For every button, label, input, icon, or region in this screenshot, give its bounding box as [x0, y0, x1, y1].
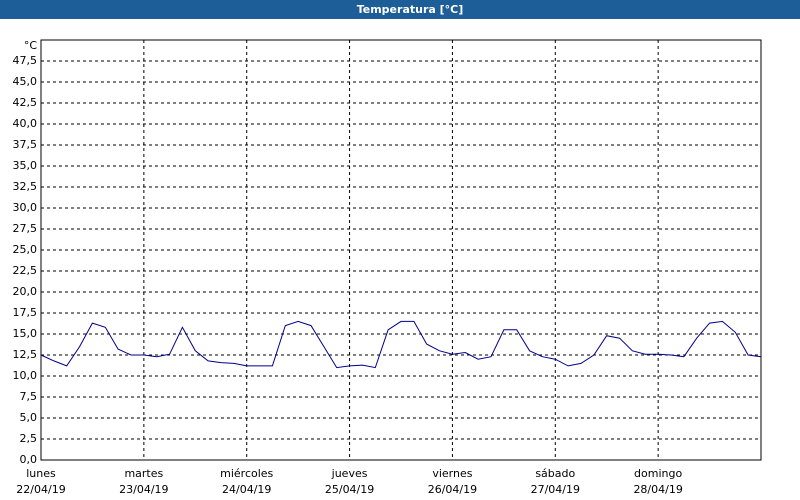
- x-tick-label: domingo: [634, 467, 682, 480]
- y-tick-label: 15,0: [13, 327, 38, 340]
- x-tick-label: sábado: [535, 467, 575, 480]
- y-tick-label: 20,0: [13, 285, 38, 298]
- plot-frame: [40, 39, 762, 461]
- x-tick-label: 26/04/19: [428, 483, 477, 496]
- x-tick-label: miércoles: [220, 467, 273, 480]
- y-tick-label: 10,0: [13, 369, 38, 382]
- y-tick-label: 40,0: [13, 117, 38, 130]
- y-unit: °C: [24, 39, 38, 52]
- x-tick-label: 22/04/19: [16, 483, 65, 496]
- x-tick-label: viernes: [432, 467, 472, 480]
- x-tick-label: lunes: [26, 467, 56, 480]
- y-tick-label: 35,0: [13, 159, 38, 172]
- x-tick-label: martes: [124, 467, 163, 480]
- y-tick-label: 5,0: [20, 411, 38, 424]
- chart-title: Temperatura [°C]: [357, 3, 464, 16]
- y-tick-label: 22,5: [13, 264, 38, 277]
- y-tick-label: 45,0: [13, 75, 38, 88]
- y-tick-label: 37,5: [13, 138, 38, 151]
- title-bar: [0, 0, 800, 19]
- x-tick-label: 28/04/19: [633, 483, 682, 496]
- x-tick-label: 23/04/19: [119, 483, 168, 496]
- x-tick-label: jueves: [331, 467, 368, 480]
- y-tick-label: 12,5: [13, 348, 38, 361]
- y-tick-label: 2,5: [20, 432, 38, 445]
- y-tick-label: 17,5: [13, 306, 38, 319]
- x-tick-label: 24/04/19: [222, 483, 271, 496]
- y-tick-label: 7,5: [20, 390, 38, 403]
- y-tick-label: 0,0: [20, 453, 38, 466]
- y-tick-label: 25,0: [13, 243, 38, 256]
- x-tick-label: 27/04/19: [531, 483, 580, 496]
- data-line: [40, 320, 762, 369]
- y-tick-label: 47,5: [13, 54, 38, 67]
- y-tick-label: 30,0: [13, 201, 38, 214]
- y-tick-label: 32,5: [13, 180, 38, 193]
- x-tick-label: 25/04/19: [325, 483, 374, 496]
- y-tick-label: 27,5: [13, 222, 38, 235]
- y-tick-label: 42,5: [13, 96, 38, 109]
